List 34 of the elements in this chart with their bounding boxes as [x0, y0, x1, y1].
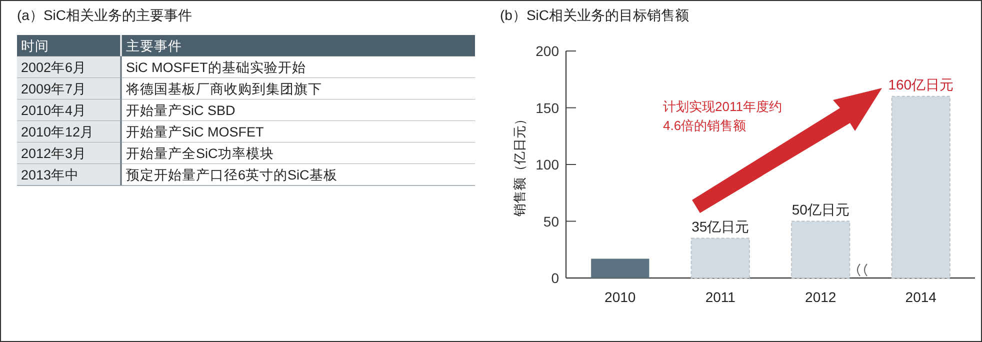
text: 2002年6月 — [21, 60, 87, 75]
text: SiC MOSFET的基础实验开始 — [126, 60, 306, 75]
y-tick-label: 50 — [543, 213, 560, 230]
data-label: 35亿日元 — [692, 218, 750, 234]
y-tick-label: 0 — [551, 270, 560, 286]
text: 开始量产SiC SBD — [126, 103, 236, 118]
data-label: 160亿日元 — [888, 76, 954, 92]
bar — [891, 96, 950, 278]
annotation: 计划实现2011年度约 4.6倍的销售额 — [663, 99, 782, 133]
text: 预定开始量产口径6英寸的SiC基板 — [126, 168, 338, 182]
bar — [690, 238, 750, 278]
text: 时间 — [21, 38, 49, 54]
bar — [591, 258, 650, 278]
y-tick-label: 200 — [536, 43, 560, 59]
x-tick-label: 2012 — [805, 289, 836, 305]
text: 开始量产SiC MOSFET — [126, 124, 264, 140]
text: 2012年3月 — [21, 146, 87, 161]
text: 2010年12月 — [21, 124, 94, 140]
x-tick-label: 2010 — [604, 289, 636, 305]
data-label: 50亿日元 — [792, 201, 850, 218]
text: 开始量产全SiC功率模块 — [126, 146, 274, 161]
text: 将德国基板厂商收购到集团旗下 — [125, 82, 322, 96]
y-tick-label: 150 — [536, 100, 560, 116]
x-tick-label: 2014 — [905, 289, 937, 305]
chart-title: (b）SiC相关业务的目标销售额 — [500, 7, 690, 23]
text: 2013年中 — [21, 168, 80, 182]
bar — [791, 220, 850, 278]
text: 主要事件 — [126, 38, 182, 54]
y-axis-title: 销售额（亿日元） — [512, 112, 527, 218]
x-tick-label: 2011 — [705, 289, 736, 305]
y-tick-label: 100 — [536, 156, 560, 172]
text: 2010年4月 — [21, 103, 87, 118]
text: (a）SiC相关业务的主要事件 — [17, 7, 192, 23]
text: 2009年7月 — [21, 82, 87, 96]
